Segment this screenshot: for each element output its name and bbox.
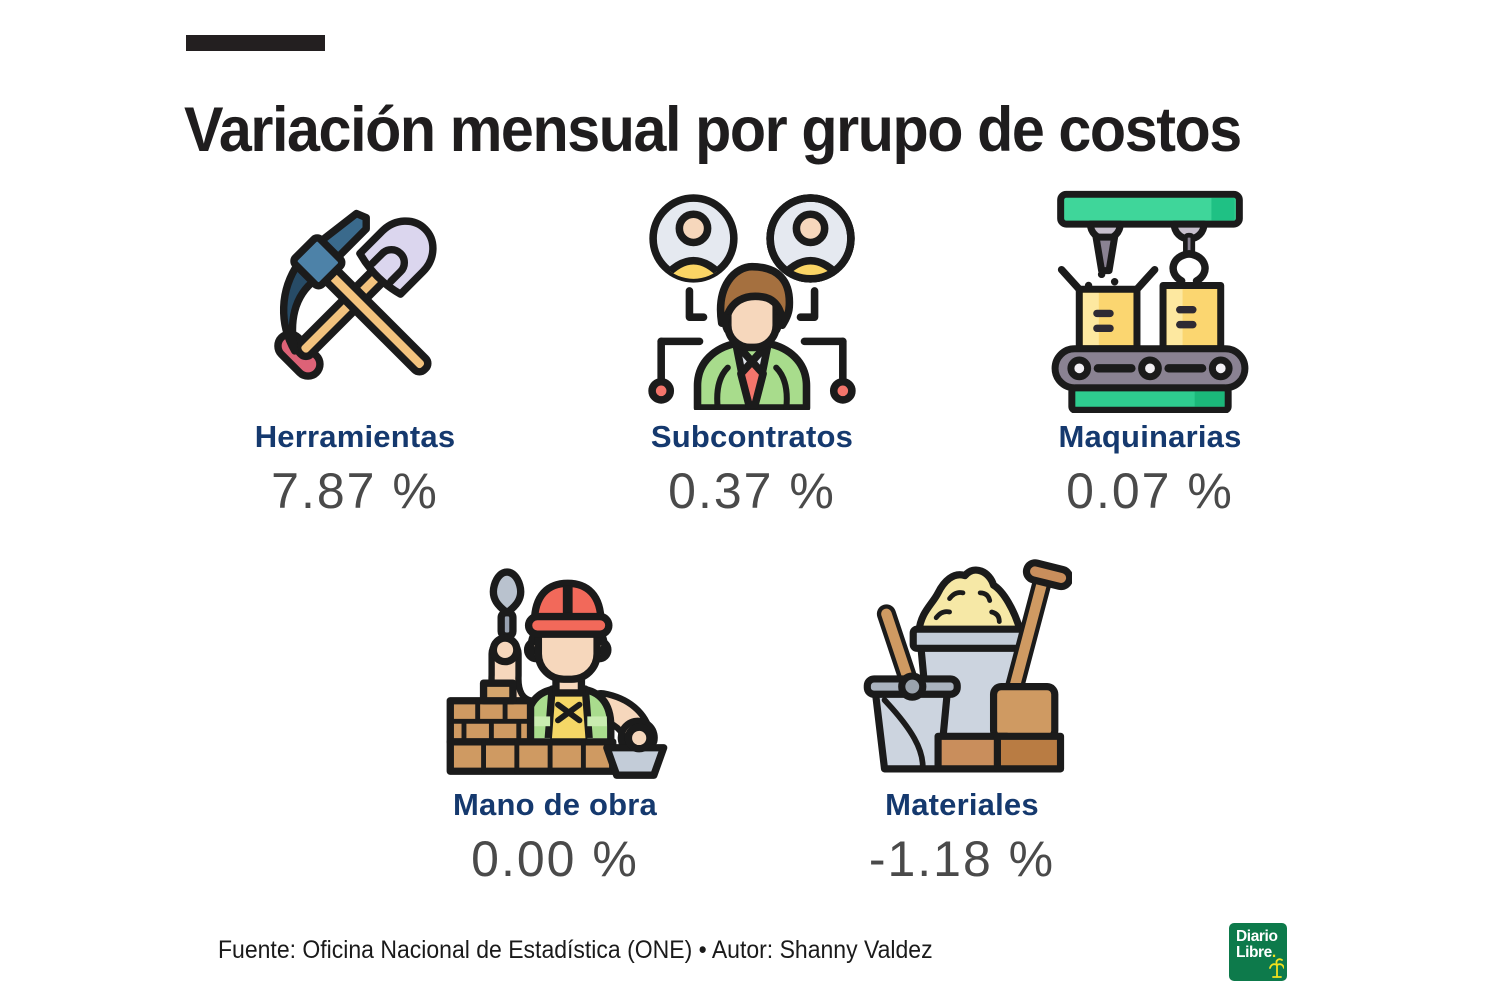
logo-line2: Libre.	[1236, 943, 1276, 961]
item-label: Maquinarias	[1058, 419, 1242, 454]
logo-line1: Diario	[1236, 928, 1278, 945]
item-value: 0.37 %	[668, 463, 836, 519]
item-herramientas: Herramientas 7.87 %	[185, 183, 525, 520]
tools-icon	[246, 183, 464, 415]
item-label: Materiales	[885, 787, 1039, 822]
materials-icon	[852, 551, 1072, 783]
subcontractors-icon	[638, 183, 866, 415]
diario-libre-logo: Diario Libre.	[1229, 923, 1287, 981]
page-title: Variación mensual por grupo de costos	[184, 95, 1242, 166]
item-maquinarias: Maquinarias 0.07 %	[980, 183, 1320, 520]
machinery-icon	[1045, 183, 1255, 415]
title-accent-bar	[186, 35, 325, 51]
item-label: Mano de obra	[453, 787, 657, 822]
item-materiales: Materiales -1.18 %	[792, 551, 1132, 888]
item-label: Subcontratos	[650, 419, 854, 454]
palm-tree-icon	[1269, 958, 1284, 978]
item-subcontratos: Subcontratos 0.37 %	[582, 183, 922, 520]
source-attribution: Fuente: Oficina Nacional de Estadística …	[218, 936, 933, 964]
item-value: 0.07 %	[1066, 463, 1234, 519]
logo-dot: .	[1271, 943, 1276, 961]
item-value: -1.18 %	[868, 831, 1056, 887]
item-mano-de-obra: Mano de obra 0.00 %	[385, 551, 725, 888]
construction-worker-icon	[442, 551, 668, 783]
item-label: Herramientas	[254, 419, 456, 454]
item-value: 0.00 %	[471, 831, 639, 887]
item-value: 7.87 %	[271, 463, 439, 519]
